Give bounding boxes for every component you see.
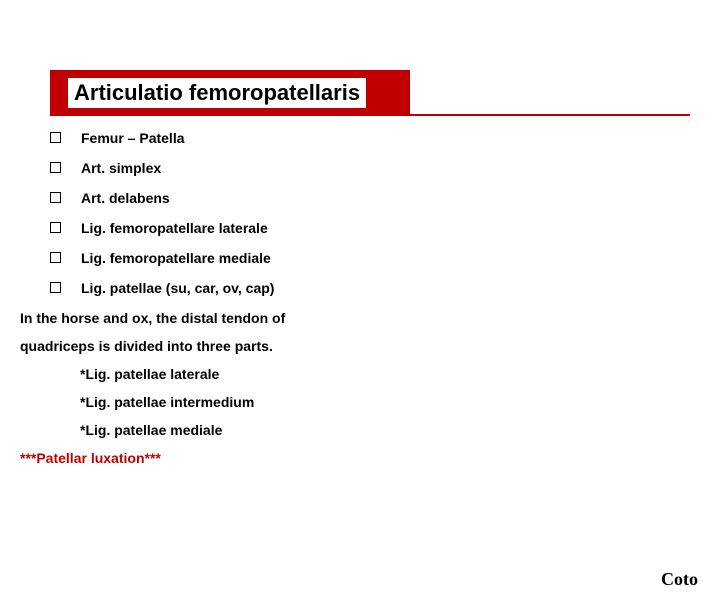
sublist-item: *Lig. patellae mediale xyxy=(80,422,690,438)
list-item: Lig. femoropatellare laterale xyxy=(50,220,690,236)
bullet-label: Lig. femoropatellare laterale xyxy=(81,220,268,236)
sublist-item: *Lig. patellae intermedium xyxy=(80,394,690,410)
square-bullet-icon xyxy=(50,162,61,173)
footer-label: Coto xyxy=(661,569,698,590)
bullet-label: Art. delabens xyxy=(81,190,170,206)
list-item: Lig. patellae (su, car, ov, cap) xyxy=(50,280,690,296)
list-item: Art. simplex xyxy=(50,160,690,176)
bullet-label: Lig. patellae (su, car, ov, cap) xyxy=(81,280,274,296)
list-item: Art. delabens xyxy=(50,190,690,206)
square-bullet-icon xyxy=(50,192,61,203)
bullet-label: Lig. femoropatellare mediale xyxy=(81,250,271,266)
list-item: Lig. femoropatellare mediale xyxy=(50,250,690,266)
highlight-text: ***Patellar luxation*** xyxy=(20,450,690,466)
bullet-label: Femur – Patella xyxy=(81,130,185,146)
square-bullet-icon xyxy=(50,222,61,233)
body-text-line: In the horse and ox, the distal tendon o… xyxy=(20,310,690,326)
content-area: Femur – Patella Art. simplex Art. delabe… xyxy=(50,130,690,466)
square-bullet-icon xyxy=(50,282,61,293)
list-item: Femur – Patella xyxy=(50,130,690,146)
body-text-line: quadriceps is divided into three parts. xyxy=(20,338,690,354)
square-bullet-icon xyxy=(50,252,61,263)
sublist-item: *Lig. patellae laterale xyxy=(80,366,690,382)
square-bullet-icon xyxy=(50,132,61,143)
title-area: Articulatio femoropatellaris xyxy=(50,70,690,116)
slide-title: Articulatio femoropatellaris xyxy=(68,78,366,108)
title-box: Articulatio femoropatellaris xyxy=(50,70,410,116)
slide: Articulatio femoropatellaris Femur – Pat… xyxy=(0,70,720,610)
bullet-label: Art. simplex xyxy=(81,160,161,176)
